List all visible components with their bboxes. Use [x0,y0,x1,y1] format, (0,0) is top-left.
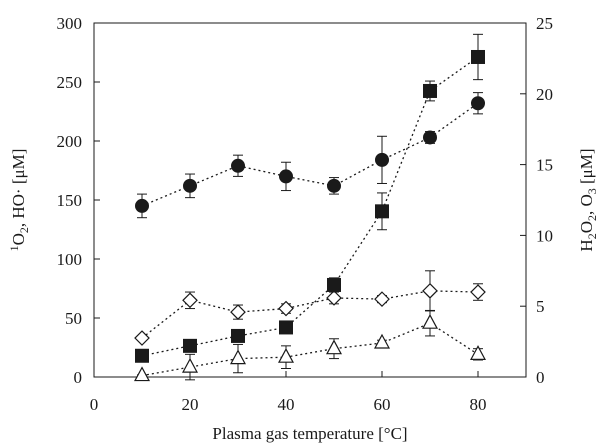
data-point [469,345,487,360]
axis-title-part: O [577,221,596,233]
data-point [422,283,438,299]
y-right-tick-label: 5 [536,297,545,316]
data-point [327,277,341,292]
axis-title-part: , O [577,194,596,215]
axis-title-part: , HO· [μM] [9,149,28,228]
x-tick-label: 0 [90,395,99,414]
y-left-tick-label: 150 [57,191,83,210]
x-tick-label: 40 [278,395,295,414]
axis-title-part: 3 [585,188,599,194]
y-left-tick-label: 300 [57,14,83,33]
axis-title-part: 2 [585,233,599,239]
x-tick-label: 80 [470,395,487,414]
data-point [183,338,197,353]
x-axis-title: Plasma gas temperature [°C] [212,424,407,443]
series-open-triangle [133,309,487,382]
series-line [141,290,479,339]
data-point [327,178,341,193]
data-point [133,366,151,382]
y-right-tick-label: 0 [536,368,545,387]
axis-title-part: H [577,239,596,251]
x-tick-label: 20 [182,395,199,414]
data-point [279,169,293,184]
data-point [375,152,389,167]
y-left-tick-label: 50 [65,309,82,328]
data-point [277,347,295,363]
data-point [423,83,437,98]
series-line [141,102,479,207]
y-right-tick-label: 20 [536,85,553,104]
data-point [229,349,247,365]
axis-title-part: O [9,233,28,245]
data-point [470,284,486,300]
axis-title-part: 1 [7,245,21,251]
y-left-tick-label: 100 [57,250,83,269]
data-point [471,49,485,64]
data-point [423,130,437,145]
data-point [183,178,197,193]
ticks-layer: 0 20 40 60 80 0 50 100 150 200 250 300 0 5 10 15 20 25 [57,14,554,414]
data-point [325,339,343,355]
y-left-tick-label: 250 [57,73,83,92]
series-line [141,56,479,357]
y-right-tick-label: 15 [536,156,553,175]
data-point [374,291,390,307]
data-point [373,333,391,349]
axis-title-part: [μM] [577,148,596,188]
y-right-tick-label: 10 [536,226,553,245]
data-point [182,292,198,309]
data-point [375,204,389,219]
data-point [421,313,439,329]
y-left-tick-label: 200 [57,132,83,151]
axis-title-part: 2 [17,227,31,233]
data-point [181,357,199,373]
data-point [231,158,245,173]
y-axis-right-title: H2O2, O3 [μM] [577,148,599,251]
data-point [471,96,485,111]
series-open-diamond [134,270,486,346]
data-point [230,304,246,320]
y-right-tick-label: 25 [536,14,553,33]
data-point [326,290,342,306]
data-point [278,300,294,317]
series-line [141,322,479,377]
data-point [135,198,149,213]
x-tick-label: 60 [374,395,391,414]
series-layer [133,33,487,382]
y-left-tick-label: 0 [74,368,83,387]
data-point [231,328,245,343]
plot-frame [93,22,527,378]
series-filled-circle [135,92,485,219]
axis-title-part: 2 [585,215,599,221]
y-axis-left-title: 1O2, HO· [μM] [7,149,31,252]
series-filled-square [135,33,485,363]
data-point [134,330,150,346]
data-point [135,348,149,363]
data-point [279,320,293,335]
